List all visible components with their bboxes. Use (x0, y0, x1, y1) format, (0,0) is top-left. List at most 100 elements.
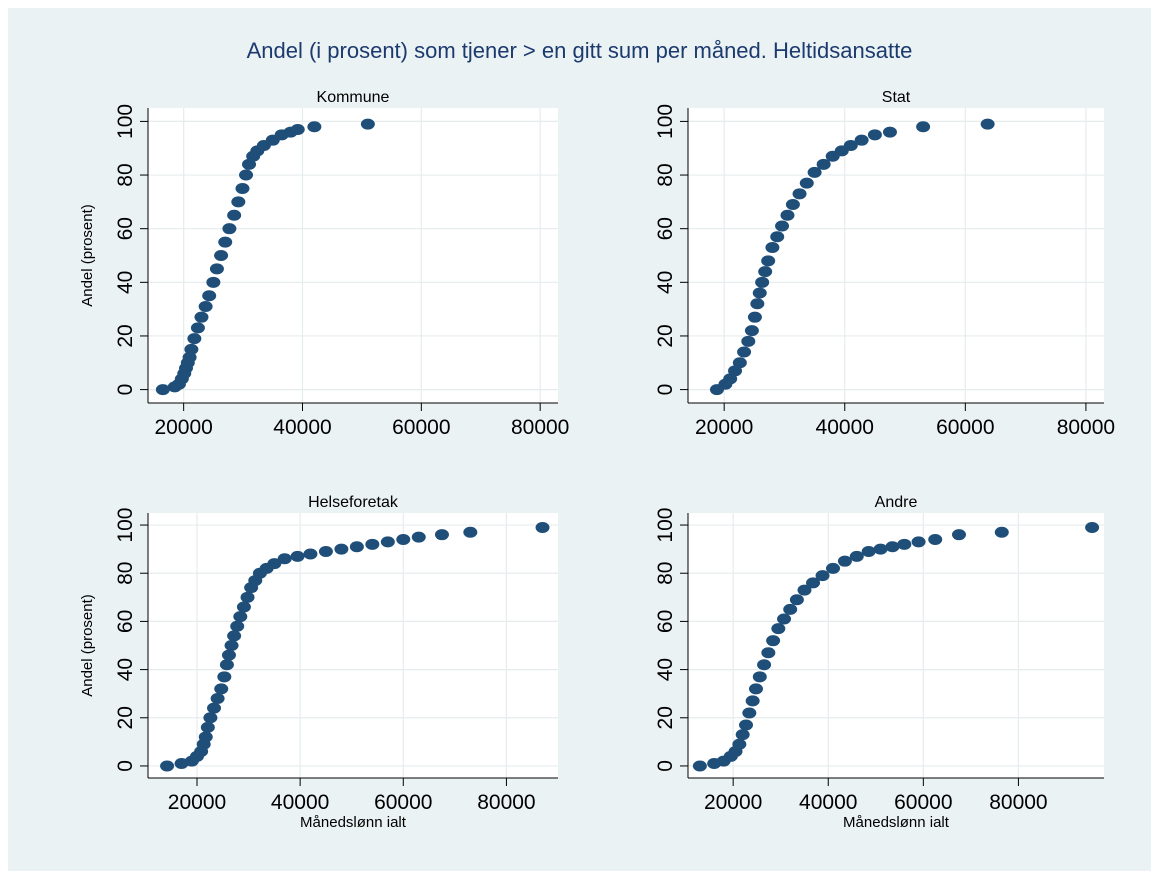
y-tick-label: 0 (114, 760, 137, 772)
data-point (277, 553, 292, 565)
data-point (783, 603, 798, 615)
data-point (231, 196, 246, 208)
data-point (233, 611, 248, 623)
data-point (222, 223, 237, 235)
figure: Andel (i prosent) som tjener > en gitt s… (8, 8, 1151, 871)
data-point (303, 548, 318, 560)
data-point (1085, 521, 1100, 533)
data-point (745, 695, 760, 707)
data-point (217, 671, 232, 683)
data-point (235, 182, 250, 194)
y-axis-title: Andel (prosent) (79, 594, 96, 697)
data-point (160, 760, 175, 772)
data-point (349, 541, 364, 553)
data-point (867, 129, 882, 141)
data-point (227, 630, 242, 642)
data-point (463, 526, 478, 538)
data-point (849, 550, 864, 562)
data-point (780, 209, 795, 221)
data-point (770, 231, 785, 243)
data-point (789, 594, 804, 606)
data-point (758, 266, 773, 278)
data-point (219, 659, 234, 671)
data-point (752, 671, 767, 683)
x-tick-label: 80000 (511, 416, 569, 439)
y-tick-label: 80 (114, 163, 137, 186)
data-point (236, 601, 251, 613)
y-tick-label: 60 (114, 610, 137, 633)
x-tick-label: 60000 (936, 416, 994, 439)
y-tick-label: 100 (654, 104, 677, 139)
data-point (799, 177, 814, 189)
data-point (816, 158, 831, 170)
plot-area (148, 513, 558, 778)
chart-panel-3: 0 20 40 60 80 100 20000 40000 60000 80000 Helsefor… (79, 494, 558, 831)
data-point (761, 647, 776, 659)
data-point (882, 126, 897, 138)
data-point (380, 536, 395, 548)
data-point (535, 521, 550, 533)
y-tick-label: 0 (654, 760, 677, 772)
x-axis-title: Månedslønn ialt (843, 814, 950, 831)
data-point (206, 276, 221, 288)
x-tick-label: 60000 (392, 416, 450, 439)
panel-title: Stat (882, 89, 911, 106)
data-point (307, 121, 322, 133)
data-point (739, 719, 754, 731)
data-point (843, 140, 858, 152)
data-point (239, 169, 254, 181)
data-point (775, 220, 790, 232)
chart-panel-2: 0 20 40 60 80 100 20000 40000 60000 80000 Stat (654, 89, 1115, 439)
x-tick-label: 20000 (695, 416, 753, 439)
y-tick-label: 80 (114, 562, 137, 585)
data-point (807, 166, 822, 178)
data-point (980, 118, 995, 130)
data-point (792, 188, 807, 200)
data-point (766, 635, 781, 647)
data-point (194, 311, 209, 323)
data-point (735, 729, 750, 741)
y-tick-label: 60 (654, 610, 677, 633)
data-point (732, 738, 747, 750)
data-point (207, 702, 222, 714)
data-point (360, 118, 375, 130)
y-tick-label: 60 (114, 217, 137, 240)
data-point (365, 538, 380, 550)
data-point (916, 121, 931, 133)
data-point (198, 300, 213, 312)
data-point (227, 209, 242, 221)
data-point (837, 555, 852, 567)
data-point (826, 562, 841, 574)
x-tick-label: 80000 (477, 791, 535, 814)
x-tick-label: 20000 (168, 791, 226, 814)
x-tick-label: 20000 (154, 416, 212, 439)
data-point (224, 640, 239, 651)
data-point (777, 613, 792, 625)
data-point (200, 721, 215, 733)
y-tick-label: 40 (654, 658, 677, 681)
data-point (209, 263, 224, 275)
data-point (202, 290, 217, 302)
x-tick-label: 80000 (989, 791, 1047, 814)
y-tick-label: 20 (114, 706, 137, 729)
data-point (214, 683, 229, 695)
x-tick-label: 40000 (799, 791, 857, 814)
y-tick-label: 60 (654, 217, 677, 240)
figure-title: Andel (i prosent) som tjener > en gitt s… (246, 38, 913, 63)
data-point (230, 620, 245, 632)
data-point (747, 311, 762, 323)
data-point (854, 134, 869, 146)
y-tick-label: 20 (114, 324, 137, 347)
y-tick-label: 20 (654, 324, 677, 347)
data-point (214, 250, 229, 261)
data-point (761, 255, 776, 267)
data-point (267, 558, 282, 570)
data-point (396, 534, 411, 545)
data-point (873, 543, 888, 555)
data-point (184, 343, 199, 355)
data-point (928, 534, 943, 545)
plot-area (688, 108, 1104, 403)
y-axis-title: Andel (prosent) (79, 204, 96, 307)
data-point (748, 683, 763, 695)
